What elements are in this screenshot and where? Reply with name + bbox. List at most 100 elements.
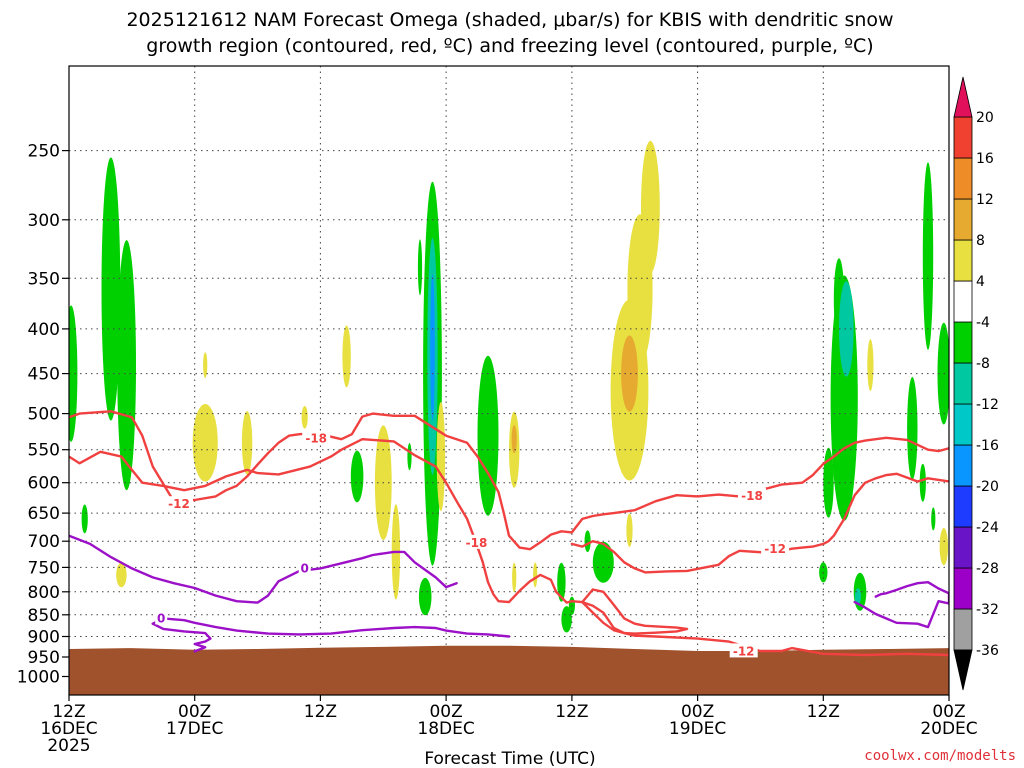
omega-area-30 [626,513,633,547]
omega-area-1 [101,157,121,421]
y-tick-label-350: 350 [28,269,60,289]
omega-area-37 [839,281,854,377]
omega-area-3 [81,504,88,534]
chart-title-line-1: 2025121612 NAM Forecast Omega (shaded, μ… [126,9,893,31]
omega-area-34 [621,335,638,412]
y-tick-label-1000: 1000 [17,668,60,688]
colorbar-bin-10 [953,198,973,241]
x-tick-label-5-1: 19DEC [669,719,726,739]
omega-area-22 [511,425,517,454]
omega-area-0 [69,305,78,442]
x-tick-label-5-0: 00Z [681,702,714,722]
colorbar-bin-5 [953,403,973,446]
colorbar-top-arrow [953,76,973,118]
x-tick-label-1-1: 17DEC [166,719,223,739]
omega-area-18 [430,274,435,421]
colorbar-label--32: -32 [976,602,999,618]
x-tick-label-7-1: 20DEC [920,719,977,739]
omega-area-6 [241,411,253,475]
contour-label-bg-5 [729,643,758,658]
omega-area-42 [867,339,874,391]
contour-label-bg-6 [298,560,311,575]
omega-area-8 [301,406,308,429]
colorbar-label--20: -20 [976,479,999,495]
omega-area-41 [854,588,862,605]
omega-area-29 [592,541,614,583]
y-tick-label-500: 500 [28,405,60,425]
omega-area-23 [512,562,517,593]
colorbar-bin-4 [953,444,973,487]
omega-area-13 [407,443,412,471]
plot-frame [68,65,950,696]
credit-text[interactable]: coolwx.com/modelts [864,748,1016,764]
colorbar-bin-9 [953,239,973,282]
x-tick-label-2-0: 12Z [304,702,337,722]
omega-area-14 [417,239,423,296]
freezing-contour-upper [69,534,458,604]
y-tick-label-950: 950 [28,648,60,668]
y-tick-label-300: 300 [28,211,60,231]
y-tick-label-450: 450 [28,365,60,385]
colorbar-label--16: -16 [976,438,999,454]
colorbar-bin-0 [953,608,973,651]
colorbar-label-20: 20 [976,110,994,126]
omega-area-9 [342,325,351,388]
contour-label-1: -12 [168,497,190,511]
omega-area-15 [418,577,432,616]
omega-area-4 [116,562,127,588]
omega-area-24 [533,562,538,588]
omega-area-2 [117,240,136,491]
dgz-contour-island [570,472,949,574]
freezing-contour-right [853,581,949,629]
colorbar-bin-7 [953,321,973,364]
colorbar-label--8: -8 [976,356,990,372]
colorbar-bin-8 [953,280,973,323]
omega-area-7 [203,352,208,378]
colorbar-bin-6 [953,362,973,405]
y-tick-label-600: 600 [28,474,60,494]
contour-label-3: -18 [741,489,763,503]
colorbar-bin-12 [953,116,973,159]
colorbar: -36 -32 -28 -24 -20 -16 -12 -8 -4 4 8 12 16 20 [953,76,999,691]
omega-area-47 [939,527,948,566]
y-tick-label-550: 550 [28,441,60,461]
freezing-contour-lower [151,617,511,638]
pressure-axis: 2503003504004505005506006507007508008509… [17,142,69,688]
colorbar-label-12: 12 [976,192,994,208]
colorbar-bin-2 [953,526,973,569]
x-axis-label: Forecast Time (UTC) [424,749,595,768]
x-tick-label-0-0: 12Z [52,702,85,722]
y-tick-label-400: 400 [28,320,60,340]
contour-label-7: 0 [157,611,165,625]
terrain-area [69,645,949,695]
terrain-fill [69,645,949,695]
dgz-contour-upper [69,410,949,551]
freezing-contour-loop [151,622,212,653]
contour-lines [69,410,949,657]
colorbar-label--12: -12 [976,397,999,413]
colorbar-bin-11 [953,157,973,200]
contour-label-6: 0 [301,561,309,575]
x-tick-label-1-0: 00Z [178,702,211,722]
colorbar-label-8: 8 [976,233,985,249]
dgz-contour-lower [69,438,949,657]
omega-area-26 [561,606,572,633]
y-tick-label-250: 250 [28,142,60,162]
contour-label-0: -18 [305,432,327,446]
omega-area-20 [477,355,499,516]
contour-label-bg-0 [302,430,331,445]
contour-label-2: -18 [466,536,488,550]
y-tick-label-900: 900 [28,628,60,648]
colorbar-label--24: -24 [976,520,999,536]
omega-area-5 [192,404,218,482]
y-tick-label-850: 850 [28,606,60,626]
contour-label-4: -12 [764,542,786,556]
x-tick-label-0-2: 2025 [47,736,90,756]
contour-labels: -18 -12 -18 -18 -12 -12 0 0 [155,430,790,658]
x-tick-label-4-0: 12Z [555,702,588,722]
colorbar-label-4: 4 [976,274,985,290]
omega-area-48 [931,507,936,531]
omega-area-10 [350,450,364,503]
colorbar-label--28: -28 [976,561,999,577]
